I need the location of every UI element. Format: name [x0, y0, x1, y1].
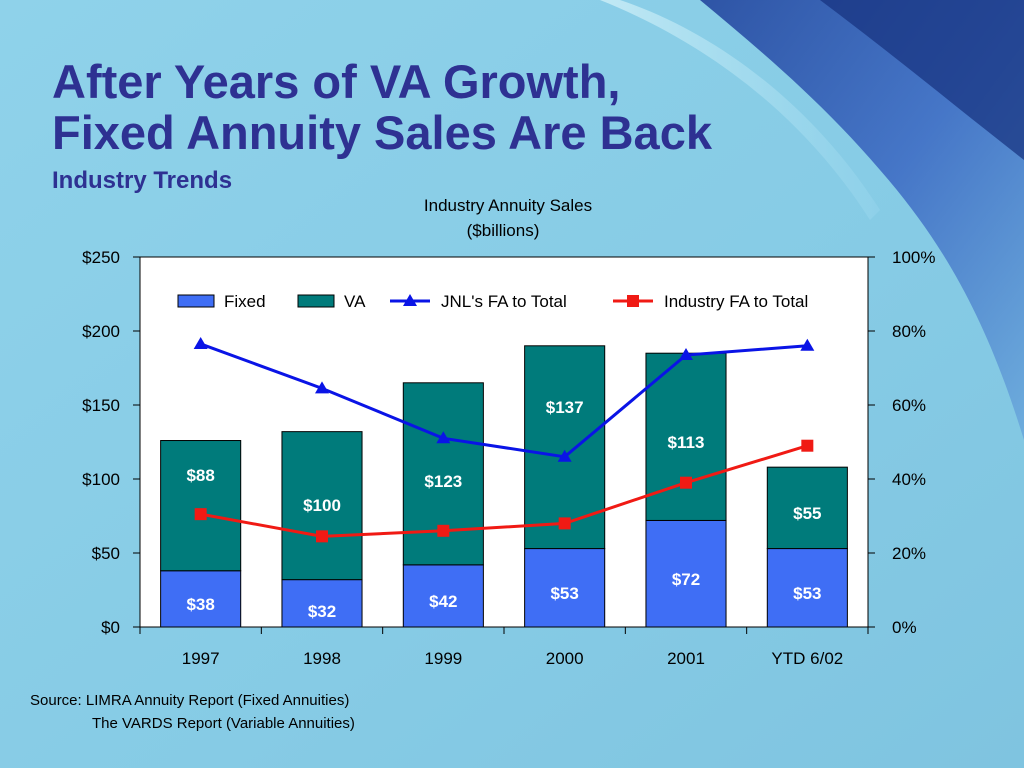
marker-industry-square [316, 530, 328, 543]
source-note-line-1: Source: LIMRA Annuity Report (Fixed Annu… [30, 692, 350, 709]
x-axis-category-label: 1997 [182, 649, 220, 668]
data-label-va: $113 [668, 433, 705, 452]
marker-jnl-triangle [679, 348, 693, 361]
bar-fixed [160, 570, 242, 628]
source-note-line-2: The VARDS Report (Variable Annuities) [92, 715, 355, 732]
data-label-fixed: $32 [308, 602, 336, 621]
data-label-va: $137 [546, 398, 584, 417]
x-axis-category-label: 1999 [424, 649, 462, 668]
right-axis-tick-label: 40% [892, 470, 926, 489]
right-axis-tick-label: 20% [892, 544, 926, 563]
data-label-va: $100 [303, 496, 341, 515]
data-label-va: $55 [793, 504, 821, 523]
right-axis-tick-label: 100% [892, 248, 935, 267]
marker-industry-square [801, 439, 814, 452]
chart-title: Industry Annuity Sales [424, 196, 592, 215]
bar-va [160, 440, 242, 572]
left-axis-tick-label: $100 [82, 470, 120, 489]
right-axis-tick-label: 80% [892, 322, 926, 341]
right-axis-tick-label: 60% [892, 396, 926, 415]
x-axis-category-label: 2001 [667, 649, 705, 668]
line-industry-fa-to-total [200, 444, 808, 538]
data-label-fixed: $42 [429, 592, 457, 611]
legend-label-jnl: JNL's FA to Total [441, 292, 567, 311]
marker-industry-square [194, 508, 207, 521]
marker-industry-square [680, 476, 692, 489]
bar-fixed [524, 548, 606, 628]
slide-title-line-2: Fixed Annuity Sales Are Back [52, 106, 712, 159]
legend-swatch-fixed [177, 294, 215, 308]
bar-va [766, 466, 848, 550]
marker-jnl-triangle [436, 431, 451, 444]
legend-label-va: VA [344, 292, 366, 311]
legend-marker-industry [627, 295, 639, 307]
marker-industry-square [558, 517, 571, 530]
data-label-fixed: $72 [672, 570, 700, 589]
marker-jnl-triangle [315, 381, 329, 394]
bar-fixed [281, 579, 363, 628]
legend-swatch-va [297, 294, 335, 308]
marker-jnl-triangle [557, 449, 572, 462]
marker-jnl-triangle [800, 338, 815, 351]
left-axis-tick-label: $0 [101, 618, 120, 637]
right-axis-tick-label: 0% [892, 618, 917, 637]
x-axis-category-label: 1998 [303, 649, 341, 668]
data-label-fixed: $53 [793, 584, 821, 603]
marker-industry-square [437, 524, 450, 537]
left-axis-tick-label: $50 [92, 544, 120, 563]
legend-label-industry: Industry FA to Total [664, 292, 808, 311]
left-axis-tick-label: $200 [82, 322, 120, 341]
data-label-fixed: $38 [186, 595, 214, 614]
bar-fixed [402, 564, 484, 628]
data-label-fixed: $53 [550, 584, 578, 603]
legend-marker-jnl [403, 294, 417, 306]
line-jnl-fa-to-total [200, 342, 808, 459]
legend-label-fixed: Fixed [224, 292, 266, 311]
left-axis-tick-label: $150 [82, 396, 120, 415]
left-axis-tick-label: $250 [82, 248, 120, 267]
data-label-va: $88 [186, 466, 214, 485]
plot-area [139, 256, 869, 628]
slide-title-line-1: After Years of VA Growth, [52, 55, 621, 108]
x-axis-category-label: 2000 [546, 649, 584, 668]
x-axis-category-label: YTD 6/02 [771, 649, 843, 668]
bar-fixed [645, 519, 727, 628]
slide-subtitle: Industry Trends [52, 167, 233, 194]
bar-va [281, 431, 363, 581]
chart-subtitle: ($billions) [467, 221, 540, 240]
marker-jnl-triangle [193, 336, 208, 349]
data-label-va: $123 [424, 472, 462, 491]
